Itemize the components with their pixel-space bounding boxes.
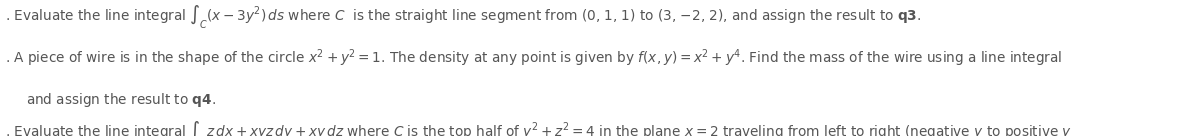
Text: . Evaluate the line integral $\int_C(x-3y^2)\,ds$ where $C$  is the straight lin: . Evaluate the line integral $\int_C(x-3… (5, 4, 922, 31)
Text: and assign the result to $\mathbf{q4}$.: and assign the result to $\mathbf{q4}$. (26, 91, 216, 109)
Text: . Evaluate the line integral $\int_C z\,dx+xyz\,dy+xy\,dz$ where $C$ is the top : . Evaluate the line integral $\int_C z\,… (5, 120, 1072, 136)
Text: . A piece of wire is in the shape of the circle $x^2+y^2=1$. The density at any : . A piece of wire is in the shape of the… (5, 48, 1062, 69)
